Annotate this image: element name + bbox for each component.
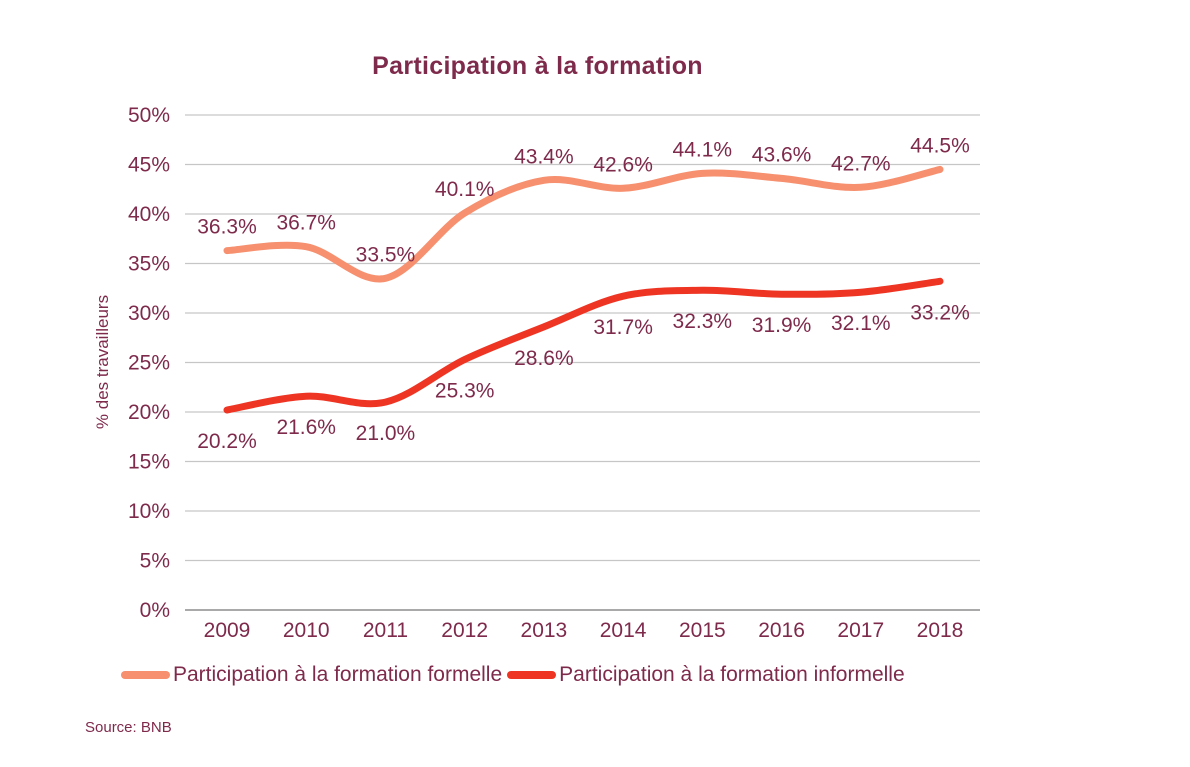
data-label-informelle: 32.3% [673,310,733,333]
y-tick-label: 5% [140,550,170,573]
x-tick-label: 2013 [521,619,568,642]
data-label-informelle: 21.0% [356,422,416,445]
legend: Participation à la formation formelle Pa… [121,663,905,687]
data-label-informelle: 25.3% [435,380,495,403]
data-label-formelle: 44.5% [910,134,970,157]
data-label-informelle: 21.6% [276,416,336,439]
data-label-informelle: 33.2% [910,301,970,324]
data-label-formelle: 36.7% [276,212,336,235]
data-label-formelle: 43.4% [514,145,574,168]
data-label-informelle: 32.1% [831,312,891,335]
x-tick-label: 2009 [204,619,251,642]
source-note: Source: BNB [85,719,172,736]
data-label-informelle: 31.7% [593,316,653,339]
data-label-informelle: 28.6% [514,347,574,370]
y-tick-label: 15% [128,451,170,474]
x-tick-label: 2017 [837,619,884,642]
data-label-formelle: 42.6% [593,153,653,176]
x-tick-label: 2012 [441,619,488,642]
data-label-formelle: 40.1% [435,178,495,201]
series-line-formelle [223,165,944,283]
x-tick-label: 2016 [758,619,805,642]
x-tick-label: 2010 [283,619,330,642]
y-tick-label: 35% [128,253,170,276]
legend-label-formelle: Participation à la formation formelle [173,663,503,686]
legend-item-informelle: Participation à la formation informelle [507,663,905,687]
data-label-informelle: 31.9% [752,314,812,337]
y-tick-label: 40% [128,203,170,226]
data-label-formelle: 33.5% [356,243,416,266]
legend-label-informelle: Participation à la formation informelle [559,663,905,686]
y-tick-label: 10% [128,500,170,523]
y-tick-label: 25% [128,352,170,375]
data-label-formelle: 44.1% [673,138,733,161]
x-tick-label: 2011 [363,619,408,642]
data-label-formelle: 36.3% [197,216,257,239]
data-label-formelle: 42.7% [831,152,891,175]
y-tick-label: 50% [128,104,170,127]
chart-title: Participation à la formation [372,52,703,80]
y-tick-label: 45% [128,154,170,177]
y-tick-label: 20% [128,401,170,424]
series-line-informelle [223,277,944,414]
data-label-formelle: 43.6% [752,143,812,166]
informelle-line-swatch [507,671,557,679]
y-tick-label: 0% [140,599,170,622]
formelle-line-swatch [121,671,170,679]
y-tick-label: 30% [128,302,170,325]
x-tick-label: 2015 [679,619,726,642]
x-tick-label: 2018 [917,619,964,642]
data-label-informelle: 20.2% [197,430,257,453]
legend-item-formelle: Participation à la formation formelle [121,663,502,687]
x-tick-label: 2014 [600,619,647,642]
